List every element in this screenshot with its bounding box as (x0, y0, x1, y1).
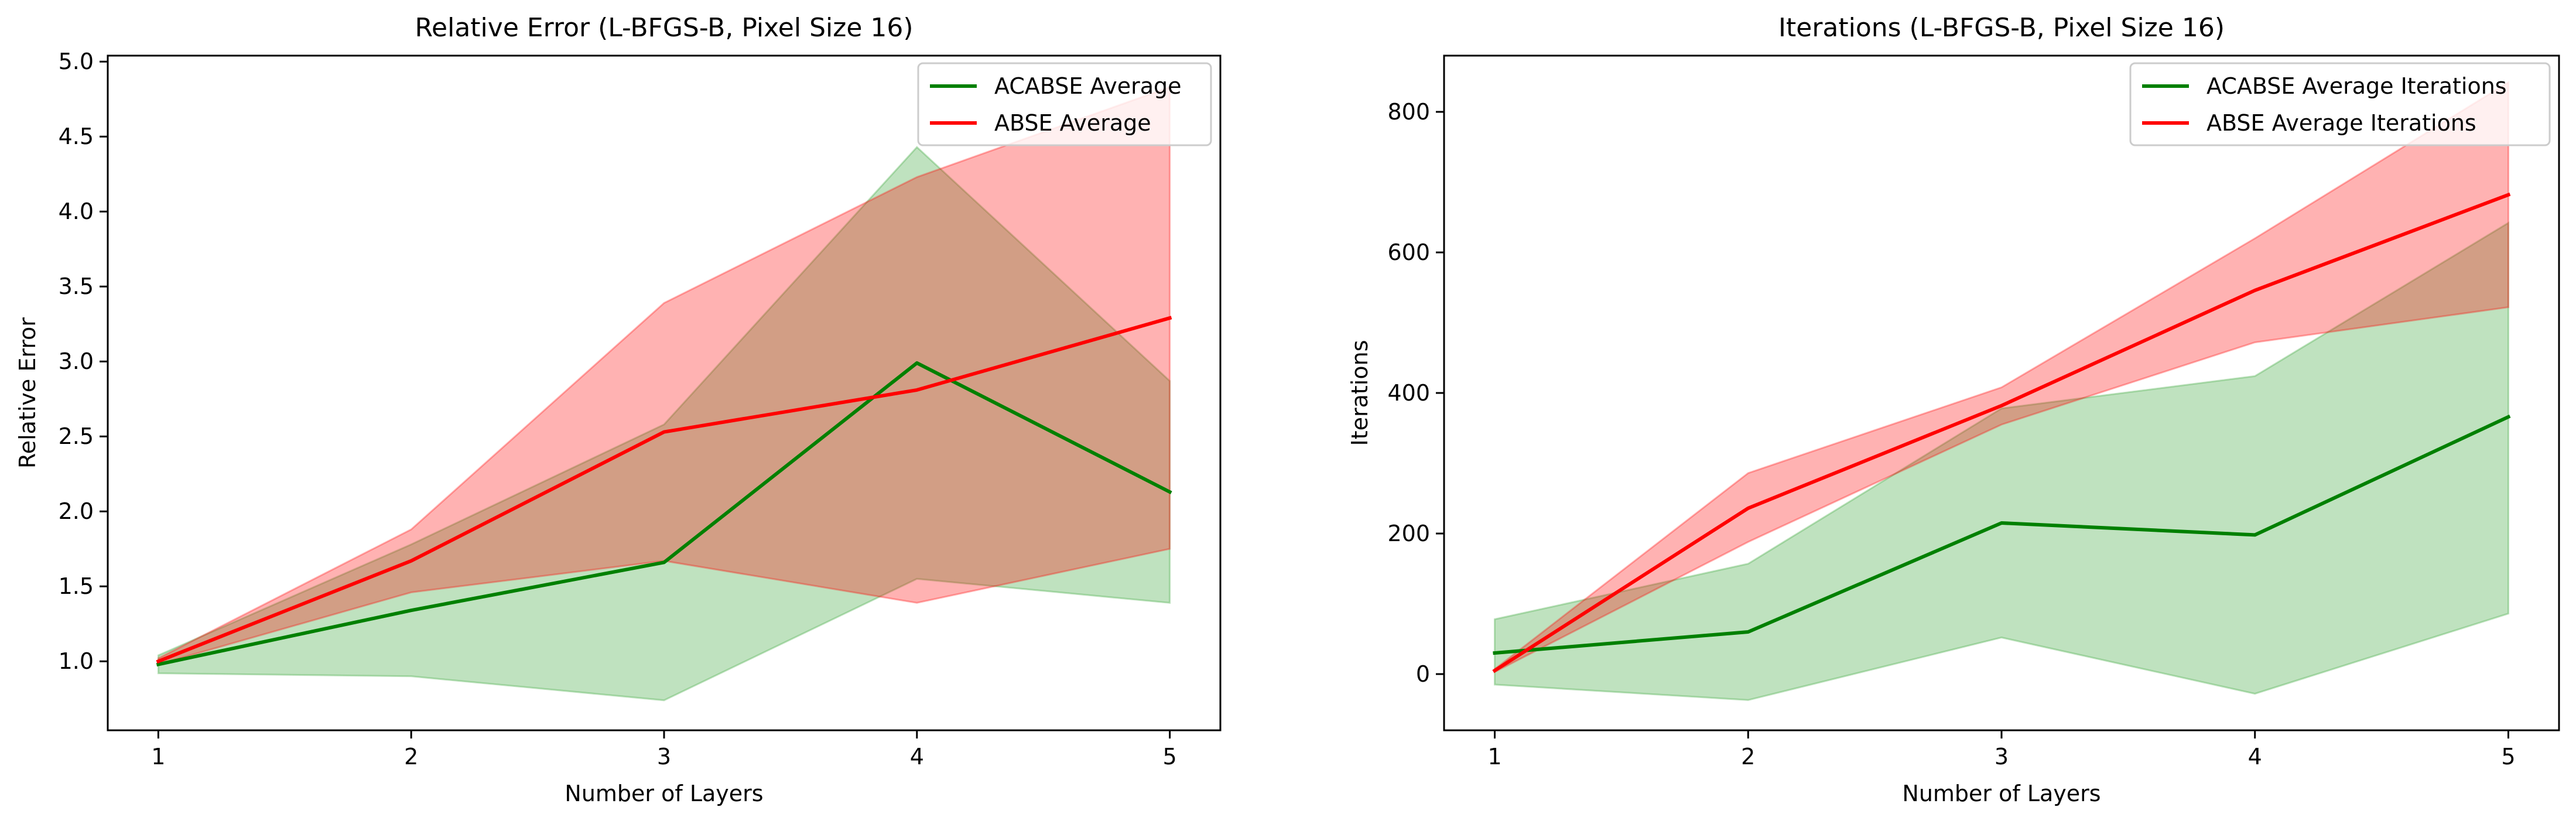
x-tick-label: 3 (1995, 744, 2009, 770)
line-acabse (1493, 414, 2511, 655)
legend: ACABSE Average ABSE Average (917, 62, 1212, 146)
relative-error-chart: Relative Error (L-BFGS-B, Pixel Size 16)… (15, 13, 1222, 806)
error-bands (157, 86, 1171, 702)
x-tick-label: 5 (1163, 744, 1177, 770)
legend-box (2129, 62, 2551, 146)
y-tick-label: 1.5 (59, 573, 94, 599)
y-tick-label: 600 (1387, 240, 1430, 265)
x-tick-label: 2 (404, 744, 418, 770)
y-tick-label: 4.5 (59, 124, 94, 149)
y-axis-ticks: 1.0 1.5 2.0 2.5 3.0 3.5 4.0 4.5 5.0 (59, 49, 108, 674)
y-tick-label: 4.0 (59, 199, 94, 224)
chart-title: Iterations (L-BFGS-B, Pixel Size 16) (1778, 13, 2225, 43)
x-tick-label: 2 (1741, 744, 1755, 770)
series-lines (156, 316, 1172, 666)
legend-label-acabse: ACABSE Average Iterations (2206, 73, 2507, 99)
y-axis-ticks: 0 200 400 600 800 (1387, 99, 1444, 687)
x-axis-label: Number of Layers (1902, 781, 2101, 806)
x-tick-label: 5 (2501, 744, 2515, 770)
x-tick-label: 4 (910, 744, 924, 770)
x-tick-label: 1 (1487, 744, 1501, 770)
line-abse (1492, 192, 2511, 673)
band-abse (157, 86, 1171, 666)
y-tick-label: 3.0 (59, 348, 94, 374)
legend-label-abse: ABSE Average Iterations (2206, 110, 2476, 136)
y-tick-label: 400 (1387, 380, 1430, 406)
line-abse (156, 316, 1172, 664)
y-axis-label: Iterations (1347, 340, 1373, 446)
y-axis-label: Relative Error (15, 317, 40, 469)
y-tick-label: 2.5 (59, 423, 94, 449)
band-abse (1494, 80, 2509, 673)
x-axis-label: Number of Layers (565, 781, 763, 806)
x-axis-ticks: 1 2 3 4 5 (151, 730, 1177, 770)
y-tick-label: 5.0 (59, 49, 94, 74)
y-tick-label: 2.0 (59, 498, 94, 524)
y-tick-label: 1.0 (59, 648, 94, 674)
y-tick-label: 3.5 (59, 273, 94, 299)
y-tick-label: 200 (1387, 521, 1430, 546)
chart-title: Relative Error (L-BFGS-B, Pixel Size 16) (415, 13, 913, 43)
legend: ACABSE Average Iterations ABSE Average I… (2129, 62, 2551, 146)
y-tick-label: 800 (1387, 99, 1430, 125)
legend-label-acabse: ACABSE Average (994, 73, 1182, 99)
x-tick-label: 3 (657, 744, 671, 770)
iterations-chart: Iterations (L-BFGS-B, Pixel Size 16) 1 2 3… (1347, 13, 2560, 806)
y-tick-label: 0 (1416, 661, 1430, 687)
legend-box (917, 62, 1212, 146)
x-tick-label: 4 (2248, 744, 2262, 770)
x-tick-label: 1 (151, 744, 165, 770)
band-acabse (1494, 221, 2509, 701)
series-lines (1492, 192, 2511, 673)
legend-label-abse: ABSE Average (994, 110, 1151, 136)
x-axis-ticks: 1 2 3 4 5 (1487, 730, 2516, 770)
line-acabse (156, 361, 1172, 666)
iteration-bands (1494, 80, 2509, 701)
